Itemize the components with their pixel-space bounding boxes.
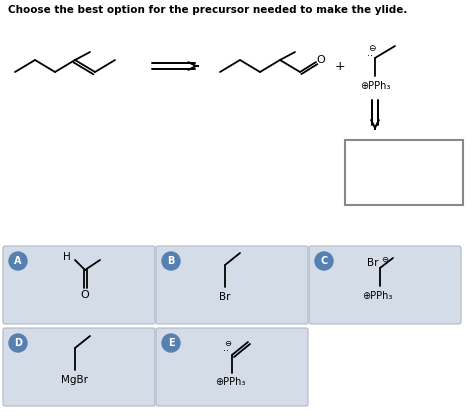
Circle shape bbox=[315, 252, 333, 270]
Text: A: A bbox=[14, 256, 22, 266]
Text: Br: Br bbox=[219, 292, 231, 302]
Text: C: C bbox=[320, 256, 328, 266]
FancyBboxPatch shape bbox=[345, 140, 463, 205]
Text: E: E bbox=[168, 338, 174, 348]
FancyBboxPatch shape bbox=[3, 246, 155, 324]
Text: B: B bbox=[167, 256, 175, 266]
Text: O: O bbox=[81, 290, 90, 300]
Text: Choose the best option for the precursor needed to make the ylide.: Choose the best option for the precursor… bbox=[8, 5, 407, 15]
Text: ⊕PPh₃: ⊕PPh₃ bbox=[360, 81, 390, 91]
Text: ⊕PPh₃: ⊕PPh₃ bbox=[215, 377, 245, 387]
Text: Br: Br bbox=[367, 258, 379, 268]
Text: ⊖: ⊖ bbox=[382, 256, 389, 264]
Circle shape bbox=[162, 334, 180, 352]
Text: ··: ·· bbox=[367, 51, 373, 61]
Text: ··: ·· bbox=[223, 346, 229, 356]
FancyBboxPatch shape bbox=[156, 246, 308, 324]
Text: O: O bbox=[317, 55, 325, 65]
FancyBboxPatch shape bbox=[3, 328, 155, 406]
Text: H: H bbox=[63, 252, 71, 262]
Text: ⊖: ⊖ bbox=[368, 43, 376, 53]
Circle shape bbox=[9, 334, 27, 352]
Text: D: D bbox=[14, 338, 22, 348]
FancyBboxPatch shape bbox=[309, 246, 461, 324]
Text: MgBr: MgBr bbox=[62, 375, 89, 385]
Text: ⊖: ⊖ bbox=[225, 339, 231, 347]
Text: +: + bbox=[335, 60, 346, 73]
Circle shape bbox=[162, 252, 180, 270]
Circle shape bbox=[9, 252, 27, 270]
Text: ⊕PPh₃: ⊕PPh₃ bbox=[362, 291, 392, 301]
FancyBboxPatch shape bbox=[156, 328, 308, 406]
